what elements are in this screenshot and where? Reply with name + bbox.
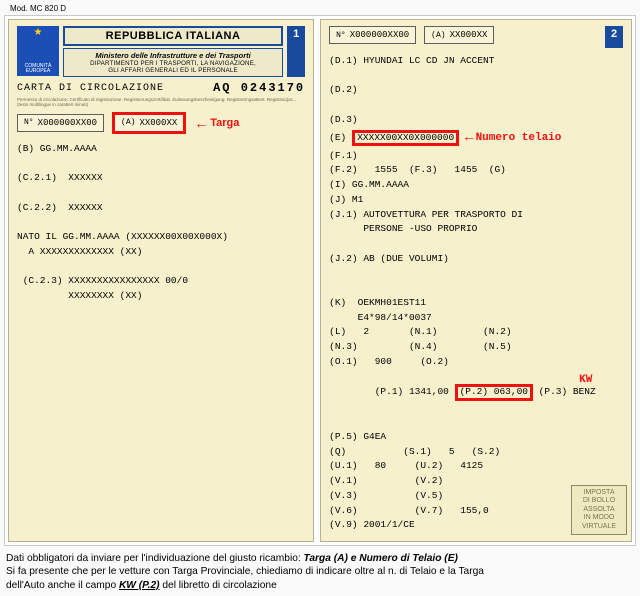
targa-callout: ← Targa bbox=[194, 116, 239, 130]
telaio-callout: ← Numero telaio bbox=[465, 130, 561, 147]
footer-l1a: Dati obbligatori da inviare per l'indivi… bbox=[6, 553, 304, 564]
page-number-box: 1 bbox=[287, 26, 305, 77]
kw-callout-label: KW bbox=[579, 374, 592, 386]
footer-l1b: Targa (A) e Numero di Telaio (E) bbox=[304, 553, 458, 564]
card-front: ★ COMUNITÀ EUROPEA REPUBBLICA ITALIANA M… bbox=[8, 19, 314, 542]
field-n-key-r: N° bbox=[336, 31, 346, 40]
field-n-box: N° X000000XX00 bbox=[17, 114, 104, 132]
left-body: (B) GG.MM.AAAA (C.2.1) XXXXXX (C.2.2) XX… bbox=[17, 142, 305, 304]
field-n-value-r: X000000XX00 bbox=[350, 30, 409, 40]
footer-l3a: dell'Auto anche il campo bbox=[6, 580, 119, 591]
line-p-row: (P.1) 1341,00 (P.2) 063,00 (P.3) BENZ KW bbox=[329, 369, 623, 430]
right-body-mid: (F.1) (F.2) 1555 (F.3) 1455 (G) (I) GG.M… bbox=[329, 149, 623, 370]
field-a-box-r: (A) XX000XX bbox=[424, 26, 494, 44]
field-a-targa-box: (A) XX000XX bbox=[114, 114, 184, 132]
telaio-callout-label: Numero telaio bbox=[476, 130, 562, 147]
field-a-key-r: (A) bbox=[431, 31, 445, 40]
bollo-stamp: IMPOSTADI BOLLOASSOLTAIN MODOVIRTUALE bbox=[571, 485, 627, 535]
right-body-top: (D.1) HYUNDAI LC CD JN ACCENT (D.2) (D.3… bbox=[329, 54, 623, 128]
line-e-key: (E) bbox=[329, 131, 346, 146]
field-n-value: X000000XX00 bbox=[38, 118, 97, 128]
eu-flag: ★ COMUNITÀ EUROPEA bbox=[17, 26, 59, 76]
kw-callout: KW bbox=[513, 355, 592, 406]
ministry-line1: Ministero delle Infrastrutture e dei Tra… bbox=[95, 51, 250, 60]
footer-l2: Si fa presente che per le vetture con Ta… bbox=[6, 566, 484, 577]
line-e-row: (E) XXXXX00XX0X000000 ← Numero telaio bbox=[329, 130, 623, 147]
arrow-left-icon: ← bbox=[194, 116, 208, 130]
ministry-line2: DIPARTIMENTO PER I TRASPORTI, LA NAVIGAZ… bbox=[67, 60, 279, 67]
line-p-pre: (P.1) 1341,00 bbox=[375, 386, 455, 397]
card-back: N° X000000XX00 (A) XX000XX 2 (D.1) HYUND… bbox=[320, 19, 632, 542]
page-number-box-r: 2 bbox=[605, 26, 623, 48]
document-number: AQ 0243170 bbox=[213, 81, 305, 95]
arrow-left-icon: ← bbox=[465, 131, 473, 145]
targa-callout-label: Targa bbox=[210, 117, 239, 129]
footer-note: Dati obbligatori da inviare per l'indivi… bbox=[0, 546, 640, 596]
footer-l3c: del libretto di circolazione bbox=[160, 580, 277, 591]
form-model-label: Mod. MC 820 D bbox=[4, 4, 636, 15]
ministry-block: Ministero delle Infrastrutture e dei Tra… bbox=[63, 48, 283, 77]
ministry-line3: GLI AFFARI GENERALI ED IL PERSONALE bbox=[67, 67, 279, 74]
telaio-box: XXXXX00XX0X000000 bbox=[352, 130, 459, 146]
document-type: CARTA DI CIRCOLAZIONE bbox=[17, 83, 164, 94]
document-cards: ★ COMUNITÀ EUROPEA REPUBBLICA ITALIANA M… bbox=[4, 15, 636, 546]
country-title: REPUBBLICA ITALIANA bbox=[63, 26, 283, 46]
multilang-fineprint: Permesso di circolazione. Certificato di… bbox=[17, 97, 305, 108]
field-n-key: N° bbox=[24, 118, 34, 127]
eu-label-bottom: EUROPEA bbox=[19, 69, 57, 74]
field-n-box-r: N° X000000XX00 bbox=[329, 26, 416, 44]
field-a-value-r: XX000XX bbox=[450, 30, 488, 40]
eu-stars-icon: ★ bbox=[19, 28, 57, 38]
footer-l3b: KW (P.2) bbox=[119, 580, 160, 591]
field-a-value: XX000XX bbox=[139, 118, 177, 128]
field-a-key: (A) bbox=[121, 118, 135, 127]
